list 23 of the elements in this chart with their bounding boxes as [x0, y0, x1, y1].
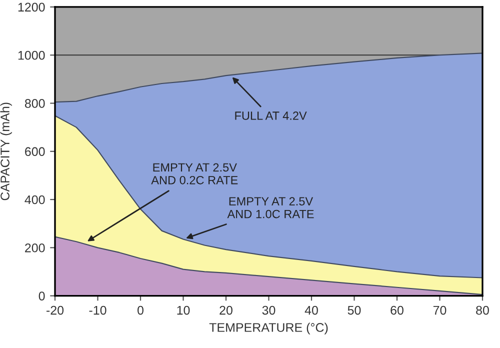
x-tick-label: -20: [46, 306, 64, 315]
y-tick-label: 1000: [18, 50, 45, 60]
x-tick-label: 30: [262, 306, 276, 315]
x-tick-label: 80: [476, 306, 489, 315]
x-tick-label: 10: [177, 306, 190, 315]
x-tick-label: -10: [89, 306, 106, 315]
annotation: EMPTY AT 2.5V AND 1.0C RATE: [227, 197, 314, 218]
y-tick-label: 1200: [18, 2, 45, 12]
y-tick-label: 400: [24, 195, 45, 204]
annotation: EMPTY AT 2.5V AND 0.2C RATE: [151, 163, 238, 184]
y-tick-label: 200: [25, 243, 45, 252]
x-tick-label: 50: [348, 306, 361, 315]
y-tick-label: 0: [38, 292, 45, 300]
x-tick-label: 0: [138, 306, 144, 315]
x-tick-label: 70: [433, 306, 446, 315]
x-axis-title: TEMPERATURE (°C): [209, 322, 328, 334]
x-tick-label: 20: [220, 306, 232, 315]
annotation: FULL AT 4.2V: [235, 112, 307, 120]
y-axis-title: CAPACITY (mAh): [0, 102, 12, 200]
x-tick-label: 60: [390, 306, 404, 315]
y-tick-label: 800: [24, 99, 45, 108]
x-tick-label: 40: [304, 306, 318, 315]
y-tick-label: 600: [25, 147, 45, 156]
